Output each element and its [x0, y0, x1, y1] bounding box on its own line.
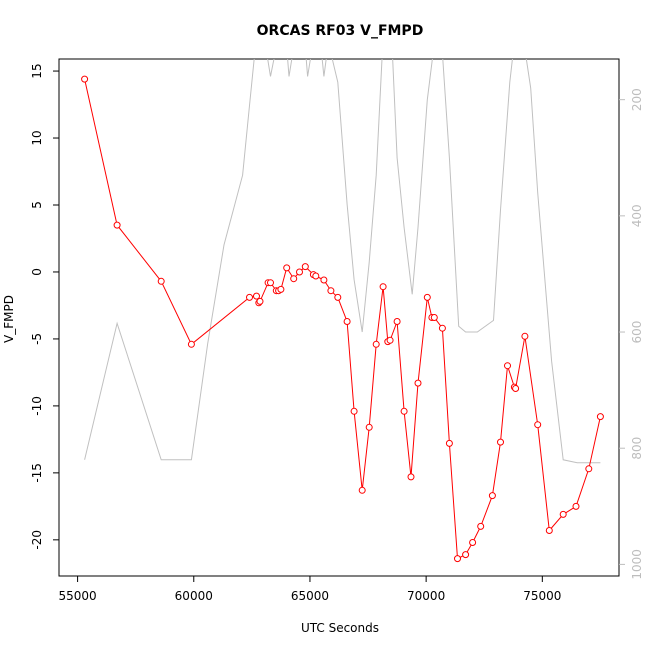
plot-box	[58, 58, 620, 577]
x-tick-label: 75000	[523, 589, 561, 603]
red-series-point	[320, 276, 328, 284]
red-series-point	[327, 287, 335, 295]
y-tick-label: 10	[30, 130, 44, 145]
red-series-point	[488, 492, 496, 500]
y-tick-label: -15	[30, 463, 44, 483]
red-series-point	[559, 510, 567, 518]
red-series-point	[430, 314, 438, 321]
red-series-point	[113, 221, 121, 229]
red-series-point	[445, 439, 453, 447]
chart-title: ORCAS RF03 V_FMPD	[257, 23, 424, 39]
y-tick-label: -20	[30, 530, 44, 550]
y-axis: -20 -15 -10 -5 0 5 10 15	[30, 63, 59, 550]
red-series-point	[596, 413, 604, 421]
red-series-point	[545, 527, 553, 534]
y2-tick-label: 400	[630, 204, 644, 227]
red-series-point	[350, 407, 358, 415]
red-series-point	[423, 293, 431, 301]
red-series-point	[497, 438, 504, 446]
y2-tick-label: 800	[630, 437, 644, 460]
red-series-point	[343, 318, 351, 325]
y2-tick-label: 600	[630, 321, 644, 344]
y-tick-label: -10	[30, 396, 44, 416]
red-series-point	[512, 385, 520, 392]
x-axis: 55000 60000 65000 70000 75000	[58, 576, 561, 603]
red-series-point	[256, 297, 264, 305]
red-series-point	[372, 340, 380, 348]
red-series-point	[379, 283, 387, 291]
y-tick-label: 5	[30, 201, 44, 209]
red-series-point	[290, 275, 298, 283]
red-series-point	[572, 502, 580, 510]
red-series-point	[267, 279, 274, 287]
x-tick-label: 55000	[58, 589, 96, 603]
red-series-point	[312, 272, 320, 280]
red-series-point	[283, 264, 291, 272]
red-series-point	[469, 539, 477, 546]
red-series-point	[400, 407, 408, 415]
x-tick-label: 60000	[175, 589, 213, 603]
red-series-point	[253, 292, 260, 300]
red-series-point	[277, 285, 285, 293]
red-series-layer	[81, 75, 604, 563]
red-series-point	[534, 421, 542, 429]
red-series-point	[246, 293, 253, 301]
red-series-point	[296, 268, 303, 276]
red-series-point	[414, 379, 422, 387]
red-series-point	[81, 75, 89, 83]
y-tick-label: 15	[30, 63, 44, 78]
grey-series-layer	[84, 59, 601, 464]
red-series-point	[393, 318, 401, 325]
red-series-point	[407, 473, 415, 481]
red-series-point	[454, 555, 461, 563]
red-series-point	[365, 423, 373, 431]
red-series-point	[477, 522, 485, 530]
x-tick-label: 70000	[407, 589, 445, 603]
y2-tick-label: 1000	[630, 549, 644, 580]
red-series-point	[462, 551, 470, 559]
red-series-point	[438, 324, 446, 332]
y2-axis: 200 400 600 800 1000	[619, 88, 644, 580]
red-series-point	[521, 332, 529, 340]
red-series-point	[157, 277, 165, 285]
red-series-point	[386, 336, 394, 344]
y-tick-label: -5	[30, 333, 44, 345]
x-tick-label: 65000	[291, 589, 329, 603]
y-axis-label: V_FMPD	[2, 295, 16, 343]
grey-series-line	[84, 59, 601, 464]
red-series-point	[585, 465, 593, 473]
red-series-point	[301, 263, 309, 271]
red-series-point	[334, 293, 342, 301]
x-axis-label: UTC Seconds	[301, 621, 379, 635]
y-tick-label: 0	[30, 268, 44, 276]
red-series-point	[358, 486, 366, 494]
red-series-point	[187, 340, 195, 348]
y2-tick-label: 200	[630, 88, 644, 111]
red-series-point	[504, 362, 511, 370]
